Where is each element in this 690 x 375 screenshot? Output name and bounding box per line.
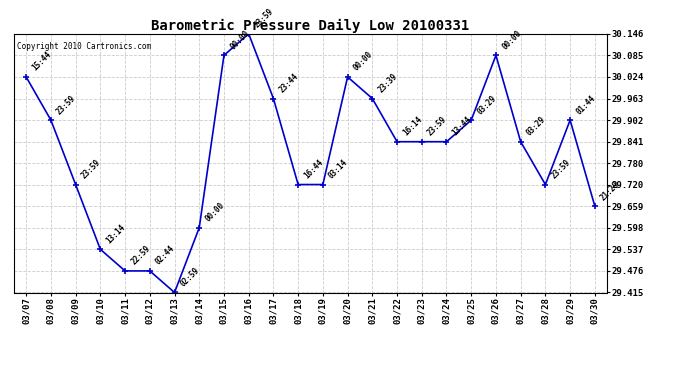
Text: 23:59: 23:59 bbox=[253, 7, 275, 30]
Text: 00:00: 00:00 bbox=[204, 201, 226, 223]
Text: 23:59: 23:59 bbox=[426, 115, 449, 138]
Text: 03:14: 03:14 bbox=[327, 158, 350, 180]
Text: 23:44: 23:44 bbox=[277, 72, 300, 94]
Text: 03:29: 03:29 bbox=[475, 93, 498, 116]
Text: Copyright 2010 Cartronics.com: Copyright 2010 Cartronics.com bbox=[17, 42, 151, 51]
Text: 02:59: 02:59 bbox=[179, 266, 201, 288]
Text: 01:44: 01:44 bbox=[574, 93, 597, 116]
Text: 13:44: 13:44 bbox=[451, 115, 473, 138]
Text: 23:59: 23:59 bbox=[80, 158, 103, 180]
Title: Barometric Pressure Daily Low 20100331: Barometric Pressure Daily Low 20100331 bbox=[151, 18, 470, 33]
Text: 23:39: 23:39 bbox=[377, 72, 400, 94]
Text: 23:59: 23:59 bbox=[549, 158, 572, 180]
Text: 00:00: 00:00 bbox=[228, 28, 251, 51]
Text: 02:44: 02:44 bbox=[154, 244, 177, 267]
Text: 16:44: 16:44 bbox=[302, 158, 325, 180]
Text: 00:00: 00:00 bbox=[500, 28, 523, 51]
Text: 21:29: 21:29 bbox=[599, 179, 622, 202]
Text: 00:00: 00:00 bbox=[352, 50, 375, 73]
Text: 23:59: 23:59 bbox=[55, 93, 78, 116]
Text: 03:29: 03:29 bbox=[525, 115, 548, 138]
Text: 22:59: 22:59 bbox=[129, 244, 152, 267]
Text: 13:14: 13:14 bbox=[104, 222, 127, 245]
Text: 15:44: 15:44 bbox=[30, 50, 53, 73]
Text: 16:14: 16:14 bbox=[401, 115, 424, 138]
